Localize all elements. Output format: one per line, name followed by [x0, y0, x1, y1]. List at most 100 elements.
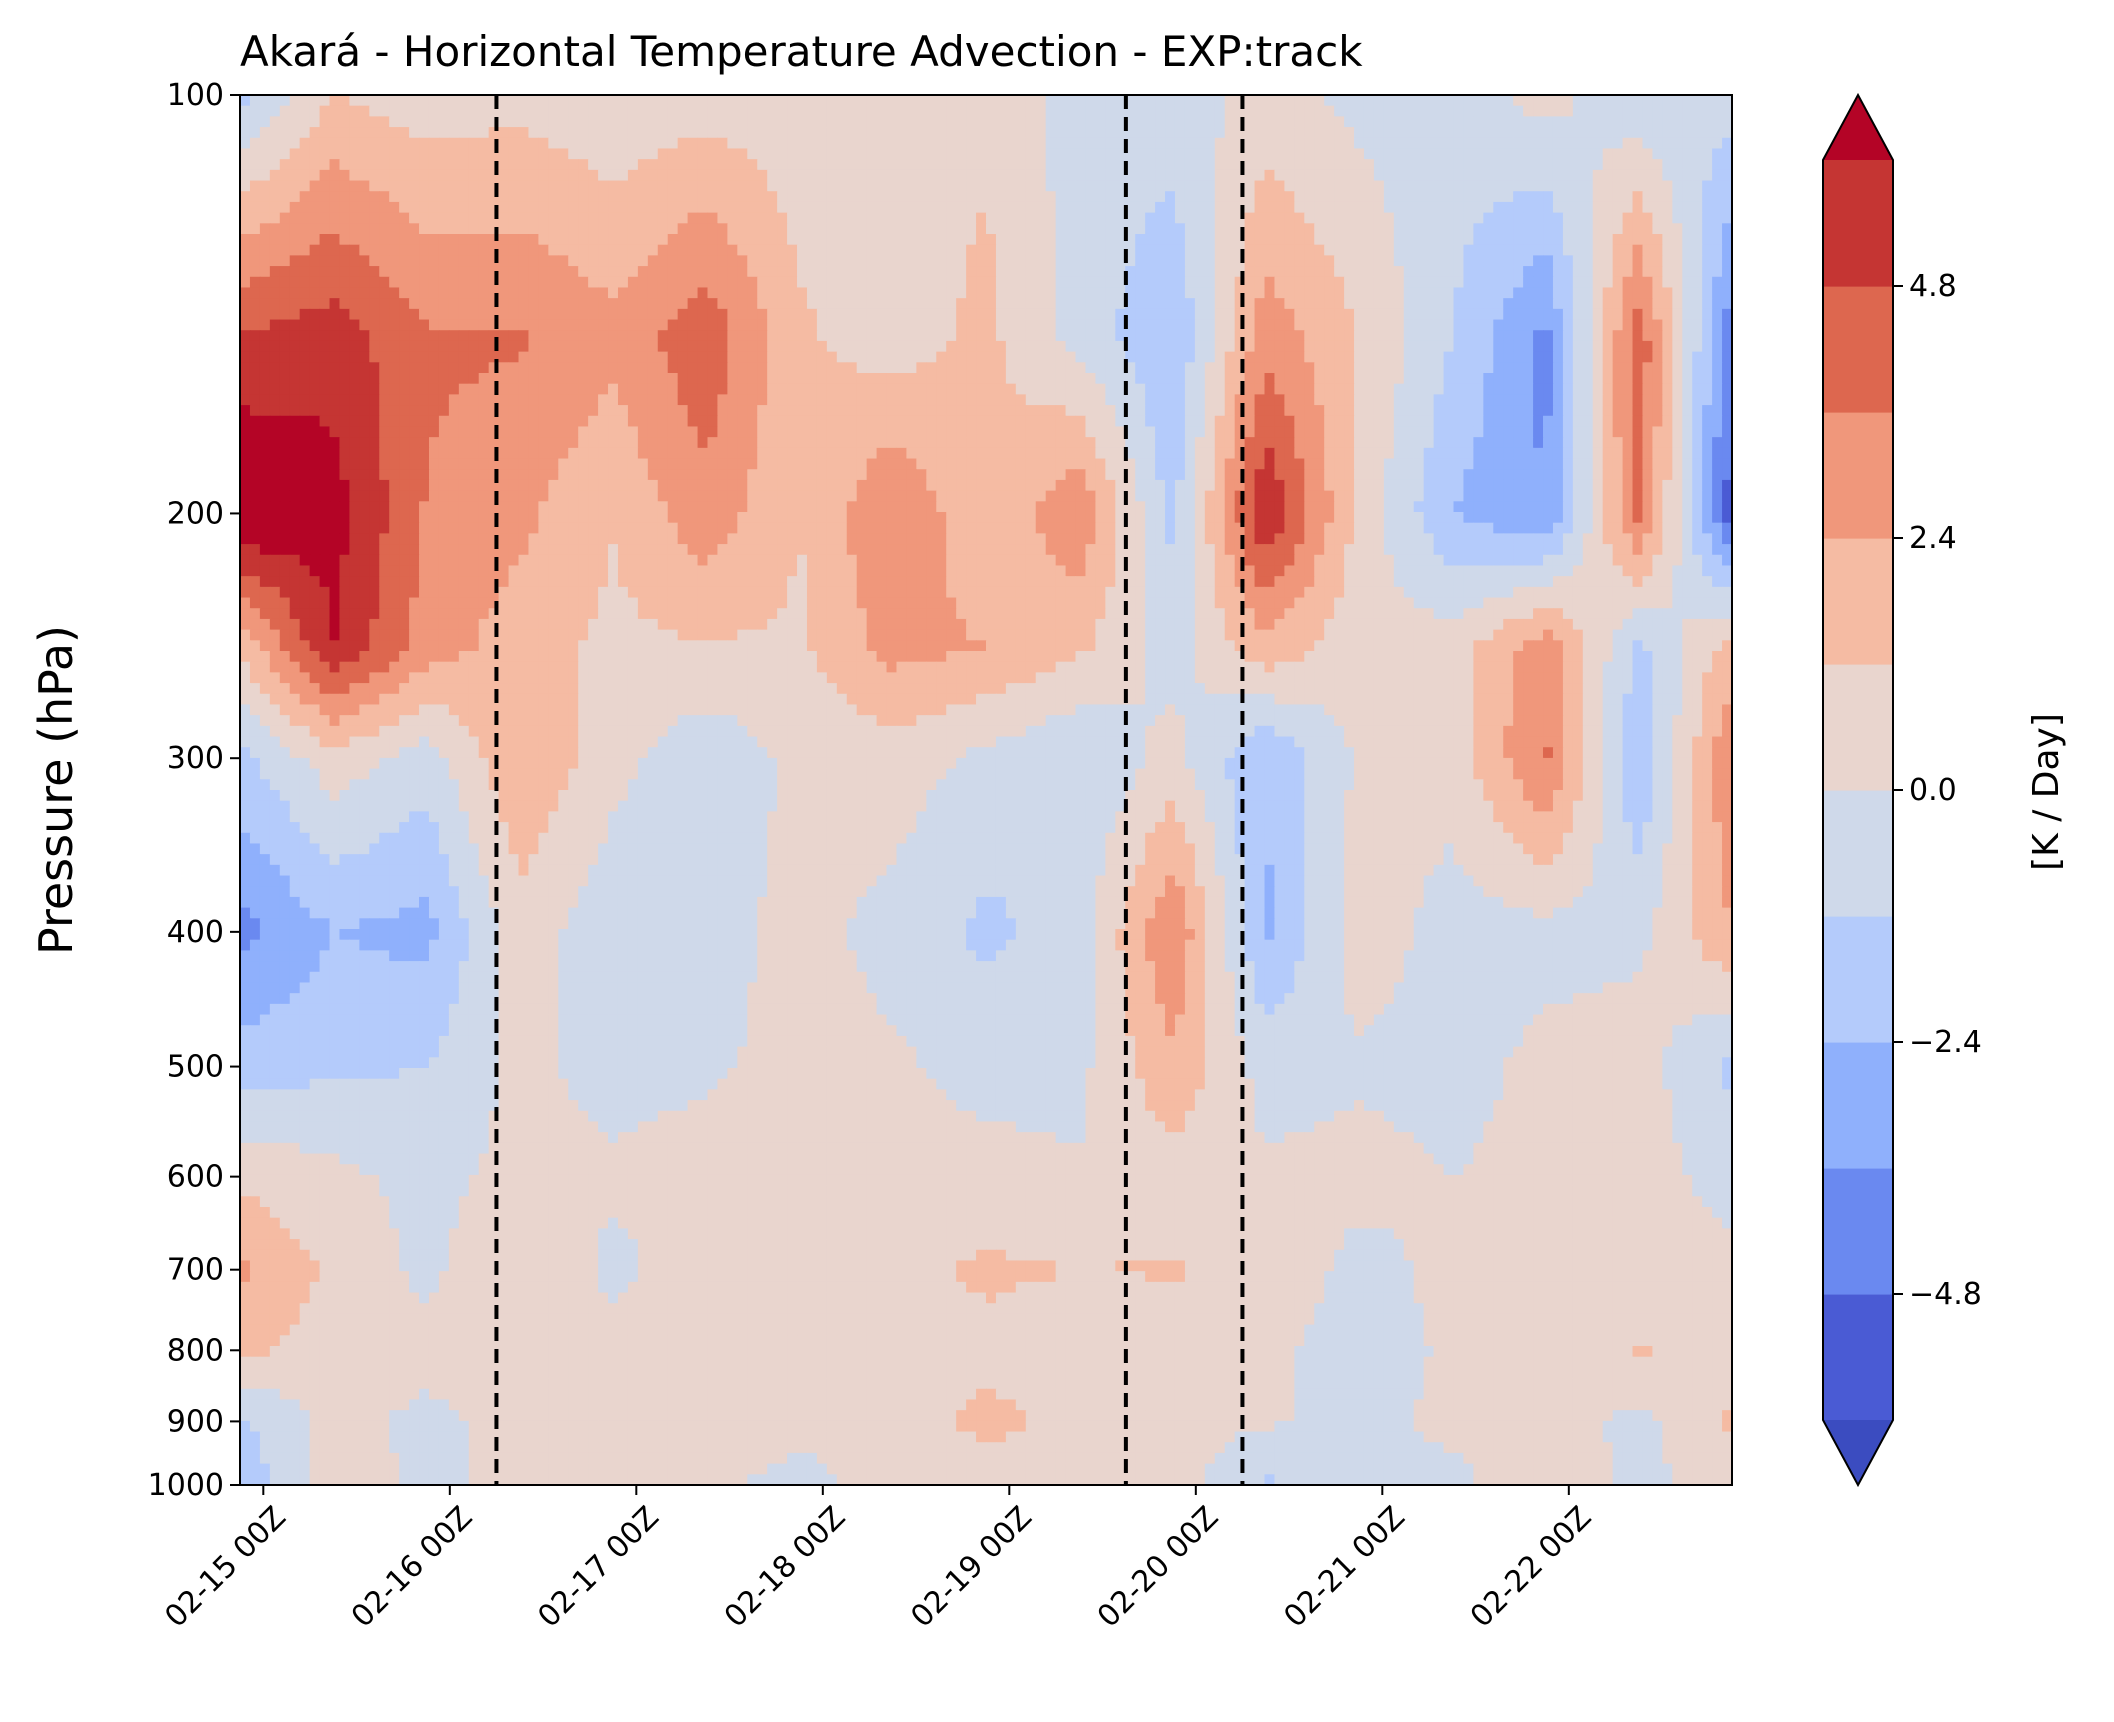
field-cell — [330, 405, 341, 416]
field-cell — [1304, 170, 1315, 181]
field-cell — [1255, 277, 1266, 288]
field-cell — [896, 384, 907, 395]
field-cell — [737, 106, 748, 117]
field-cell — [1076, 106, 1087, 117]
field-cell — [1662, 437, 1673, 448]
field-cell — [1662, 213, 1673, 224]
field-cell — [1662, 309, 1673, 320]
field-cell — [399, 309, 410, 320]
field-cell — [519, 266, 530, 277]
field-cell — [1105, 266, 1116, 277]
field-cell — [1284, 148, 1295, 159]
field-cell — [817, 159, 828, 170]
field-cell — [936, 416, 947, 427]
field-cell — [757, 245, 768, 256]
field-cell — [409, 170, 420, 181]
field-cell — [578, 416, 589, 427]
field-cell — [1245, 138, 1256, 149]
field-cell — [847, 223, 858, 234]
field-cell — [1334, 405, 1345, 416]
field-cell — [837, 234, 848, 245]
field-cell — [1195, 148, 1206, 159]
field-cell — [1662, 384, 1673, 395]
field-cell — [1334, 202, 1345, 213]
field-cell — [618, 341, 629, 352]
field-cell — [817, 362, 828, 373]
field-cell — [1284, 266, 1295, 277]
field-cell — [1712, 373, 1723, 384]
field-cell — [459, 255, 470, 266]
field-cell — [1205, 148, 1216, 159]
field-cell — [966, 148, 977, 159]
field-cell — [916, 330, 927, 341]
field-cell — [658, 170, 669, 181]
field-cell — [1095, 95, 1106, 106]
field-cell — [538, 255, 549, 266]
field-cell — [1284, 116, 1295, 127]
field-cell — [598, 362, 609, 373]
field-cell — [1046, 394, 1057, 405]
field-cell — [1573, 405, 1584, 416]
field-cell — [459, 245, 470, 256]
field-cell — [270, 127, 281, 138]
field-cell — [688, 416, 699, 427]
field-cell — [1473, 394, 1484, 405]
field-cell — [1046, 309, 1057, 320]
field-cell — [1056, 341, 1067, 352]
field-cell — [1483, 138, 1494, 149]
field-cell — [1593, 362, 1604, 373]
field-cell — [1225, 373, 1236, 384]
field-cell — [1473, 309, 1484, 320]
field-cell — [1563, 223, 1574, 234]
field-cell — [1016, 213, 1027, 224]
field-cell — [847, 181, 858, 192]
field-cell — [1563, 138, 1574, 149]
field-cell — [1225, 170, 1236, 181]
field-cell — [1026, 437, 1037, 448]
field-cell — [1434, 373, 1445, 384]
field-cell — [558, 298, 569, 309]
field-cell — [767, 309, 778, 320]
field-cell — [1036, 426, 1047, 437]
field-cell — [290, 352, 301, 363]
field-cell — [1652, 287, 1663, 298]
field-cell — [976, 341, 987, 352]
field-cell — [807, 405, 818, 416]
field-cell — [1195, 255, 1206, 266]
field-cell — [1613, 320, 1624, 331]
field-cell — [787, 148, 798, 159]
field-cell — [1513, 394, 1524, 405]
field-cell — [558, 159, 569, 170]
field-cell — [439, 287, 450, 298]
field-cell — [1036, 287, 1047, 298]
field-cell — [1284, 426, 1295, 437]
field-cell — [1682, 181, 1693, 192]
field-cell — [1155, 138, 1166, 149]
field-cell — [1623, 416, 1634, 427]
field-cell — [608, 213, 619, 224]
field-cell — [1424, 202, 1435, 213]
field-cell — [648, 223, 659, 234]
field-cell — [1384, 95, 1395, 106]
field-cell — [1473, 245, 1484, 256]
field-cell — [1702, 394, 1713, 405]
field-cell — [1583, 95, 1594, 106]
field-cell — [250, 287, 261, 298]
field-cell — [1344, 159, 1355, 170]
field-cell — [747, 341, 758, 352]
field-cell — [1453, 298, 1464, 309]
field-cell — [827, 373, 838, 384]
field-cell — [1642, 394, 1653, 405]
field-cell — [678, 202, 689, 213]
field-cell — [1404, 106, 1415, 117]
field-cell — [1215, 191, 1226, 202]
field-cell — [877, 330, 888, 341]
field-cell — [956, 170, 967, 181]
field-cell — [479, 373, 490, 384]
field-cell — [946, 405, 957, 416]
field-cell — [320, 245, 331, 256]
field-cell — [1145, 373, 1156, 384]
field-cell — [936, 202, 947, 213]
field-cell — [608, 426, 619, 437]
field-cell — [638, 181, 649, 192]
